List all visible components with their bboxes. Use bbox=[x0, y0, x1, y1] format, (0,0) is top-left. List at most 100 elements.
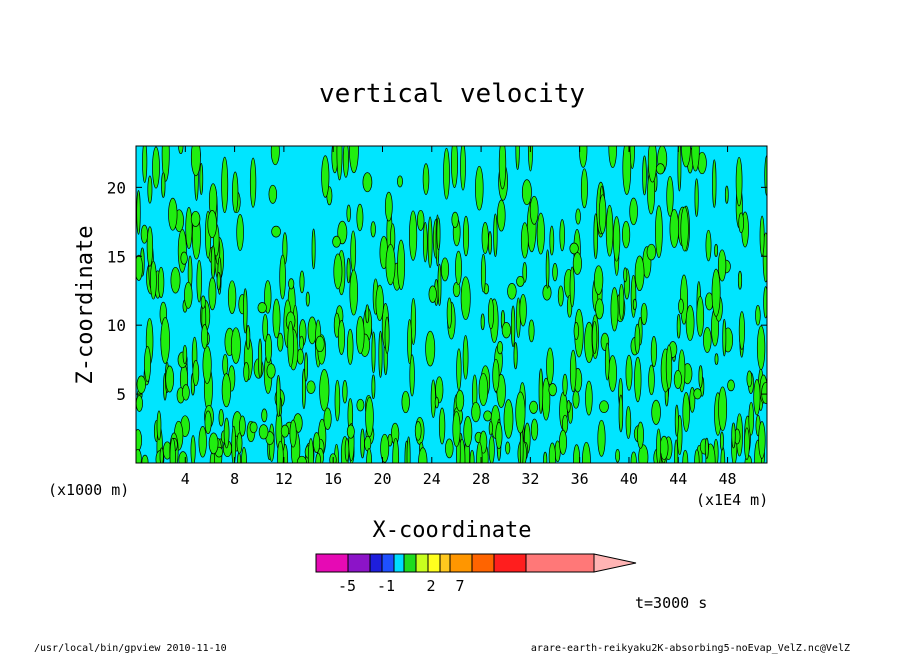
positive-region bbox=[315, 452, 322, 463]
positive-region bbox=[569, 242, 579, 255]
positive-region bbox=[674, 404, 679, 437]
positive-region bbox=[261, 408, 268, 423]
positive-region bbox=[717, 249, 727, 282]
positive-region bbox=[572, 252, 582, 275]
colorbar-label: 7 bbox=[455, 577, 464, 595]
positive-region bbox=[190, 146, 201, 177]
positive-region bbox=[694, 449, 700, 463]
positive-region bbox=[746, 370, 753, 388]
positive-region bbox=[262, 313, 269, 342]
positive-region bbox=[231, 425, 237, 463]
positive-region bbox=[177, 228, 187, 273]
positive-region bbox=[595, 298, 604, 320]
positive-region bbox=[761, 382, 767, 404]
positive-region bbox=[714, 353, 719, 365]
positive-region bbox=[210, 245, 216, 279]
positive-region bbox=[455, 250, 462, 286]
positive-region bbox=[356, 203, 364, 232]
colorbar-segment bbox=[347, 553, 371, 573]
positive-region bbox=[198, 426, 207, 458]
positive-region bbox=[481, 222, 489, 254]
positive-region bbox=[543, 451, 548, 463]
positive-region bbox=[510, 305, 516, 348]
colorbar-segment bbox=[393, 553, 405, 573]
positive-region bbox=[593, 265, 604, 295]
positive-region bbox=[478, 372, 489, 407]
positive-region bbox=[136, 190, 141, 235]
positive-region bbox=[150, 260, 157, 300]
x-axis-ticks: 4 8 12 16 20 24 28 32 36 40 44 48 bbox=[181, 146, 737, 488]
positive-region bbox=[527, 146, 534, 172]
colorbar-label: -1 bbox=[377, 577, 395, 595]
positive-region bbox=[239, 415, 246, 437]
positive-region bbox=[144, 346, 151, 383]
positive-region bbox=[323, 407, 332, 430]
y-tick-label: 15 bbox=[107, 247, 126, 266]
positive-region bbox=[152, 146, 160, 189]
positive-region bbox=[277, 440, 284, 463]
positive-region bbox=[334, 379, 341, 422]
positive-region bbox=[344, 438, 350, 462]
positive-region bbox=[257, 302, 267, 314]
positive-region bbox=[243, 288, 248, 334]
positive-region bbox=[287, 320, 294, 368]
positive-region bbox=[264, 333, 273, 364]
positive-region bbox=[201, 324, 209, 350]
positive-region bbox=[655, 163, 665, 175]
positive-region bbox=[371, 374, 376, 400]
positive-region bbox=[425, 330, 436, 367]
positive-region bbox=[758, 421, 766, 459]
positive-region bbox=[559, 429, 567, 455]
positive-region bbox=[288, 278, 295, 290]
positive-region bbox=[280, 424, 290, 438]
positive-region bbox=[445, 438, 454, 459]
colorbar-segment bbox=[369, 553, 383, 573]
colorbar-segment bbox=[493, 553, 527, 573]
positive-region bbox=[516, 275, 525, 287]
positive-region bbox=[651, 399, 661, 425]
positive-region bbox=[483, 410, 492, 422]
positive-region bbox=[370, 221, 376, 238]
y-axis-ticks: 5 10 15 20 bbox=[107, 178, 767, 404]
positive-region bbox=[718, 386, 728, 432]
positive-region bbox=[546, 347, 554, 385]
positive-region bbox=[731, 422, 736, 449]
positive-region bbox=[471, 401, 481, 423]
positive-region bbox=[513, 342, 518, 370]
positive-region bbox=[451, 211, 459, 228]
positive-region bbox=[604, 342, 610, 381]
positive-region bbox=[598, 194, 607, 235]
x-tick-label: 44 bbox=[669, 470, 687, 488]
positive-region bbox=[266, 363, 276, 379]
positive-region bbox=[249, 421, 258, 434]
positive-region bbox=[452, 410, 461, 448]
positive-region bbox=[738, 212, 745, 234]
positive-region bbox=[519, 427, 524, 463]
positive-region bbox=[696, 295, 705, 337]
positive-region bbox=[629, 197, 638, 226]
colorbar-segment bbox=[471, 553, 495, 573]
positive-region bbox=[622, 220, 631, 249]
x-tick-label: 40 bbox=[620, 470, 638, 488]
positive-region bbox=[299, 335, 304, 351]
colorbar-extend-arrow bbox=[593, 553, 637, 573]
positive-region bbox=[676, 313, 681, 339]
positive-region bbox=[569, 266, 575, 308]
positive-region bbox=[608, 146, 617, 169]
positive-region bbox=[618, 283, 625, 320]
positive-region bbox=[371, 331, 376, 374]
positive-region bbox=[409, 210, 418, 261]
positive-region bbox=[161, 172, 166, 198]
x-axis-label: X-coordinate bbox=[373, 518, 532, 543]
positive-region bbox=[496, 341, 504, 355]
positive-region bbox=[503, 399, 514, 439]
positive-region bbox=[236, 432, 243, 454]
positive-region bbox=[488, 420, 493, 436]
positive-region bbox=[362, 172, 373, 193]
colorbar-segment bbox=[415, 553, 429, 573]
positive-region bbox=[268, 184, 278, 204]
positive-region bbox=[409, 354, 415, 397]
positive-region bbox=[446, 297, 453, 329]
positive-region bbox=[573, 322, 579, 340]
